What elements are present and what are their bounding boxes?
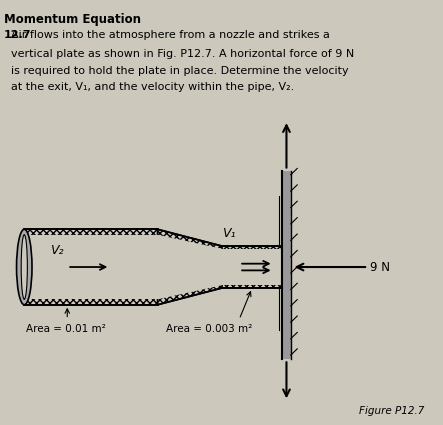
Ellipse shape	[21, 235, 27, 299]
Text: 12.7: 12.7	[4, 30, 31, 40]
Bar	[28, 235, 159, 299]
Text: Figure P12.7: Figure P12.7	[359, 406, 424, 416]
Bar	[222, 249, 282, 285]
Text: vertical plate as shown in Fig. P12.7. A horizontal force of 9 N: vertical plate as shown in Fig. P12.7. A…	[4, 49, 354, 59]
Text: Momentum Equation: Momentum Equation	[4, 13, 140, 26]
Text: V₂: V₂	[50, 244, 63, 257]
Text: Area = 0.01 m²: Area = 0.01 m²	[27, 324, 106, 334]
Polygon shape	[158, 229, 222, 305]
Text: at the exit, V₁, and the velocity within the pipe, V₂.: at the exit, V₁, and the velocity within…	[4, 82, 294, 93]
Text: Area = 0.003 m²: Area = 0.003 m²	[166, 324, 253, 334]
Text: Air flows into the atmosphere from a nozzle and strikes a: Air flows into the atmosphere from a noz…	[4, 30, 330, 40]
Text: V₁: V₁	[222, 227, 236, 240]
Bar	[222, 246, 282, 288]
Polygon shape	[158, 235, 222, 299]
Ellipse shape	[16, 229, 32, 305]
Bar	[24, 229, 158, 305]
Bar	[282, 170, 291, 359]
Text: is required to hold the plate in place. Determine the velocity: is required to hold the plate in place. …	[4, 66, 348, 76]
Text: 9 N: 9 N	[370, 261, 390, 274]
